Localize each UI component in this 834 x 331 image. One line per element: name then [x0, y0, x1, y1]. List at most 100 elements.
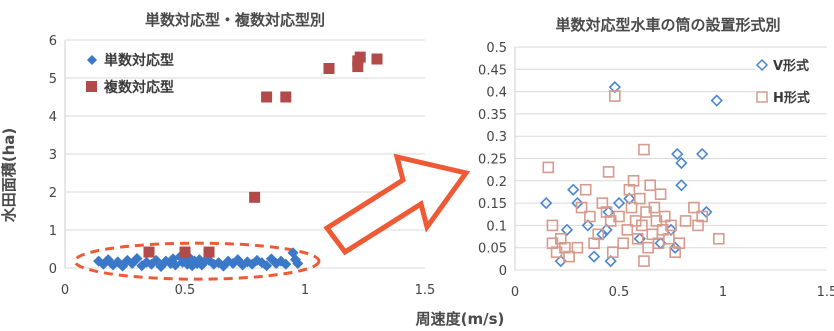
- right-square-point: [609, 90, 621, 102]
- right-y-tick-label: 0.05: [478, 242, 507, 257]
- right-diamond-point: [540, 196, 553, 210]
- right-diamond-point: [567, 183, 580, 196]
- right-square-point: [588, 237, 600, 250]
- right-diamond-point: [675, 156, 688, 170]
- right-square-point: [648, 201, 661, 214]
- right-y-tick-label: 0: [499, 264, 507, 279]
- left-x-tick-label: 0: [61, 283, 69, 298]
- right-diamond-point: [671, 147, 684, 161]
- right-square-point: [631, 232, 644, 245]
- right-y-tick-label: 0.4: [486, 86, 507, 101]
- right-diamond-point: [608, 81, 621, 94]
- right-square-point: [563, 250, 575, 263]
- right-diamond-point: [675, 179, 688, 192]
- left-y-tick-label: 5: [49, 72, 57, 87]
- left-y-tick-label: 4: [49, 110, 57, 125]
- left-diamond-point: [292, 257, 304, 269]
- legend-multi-marker: [86, 81, 97, 92]
- right-square-point: [602, 166, 615, 178]
- right-square-point: [638, 143, 650, 156]
- left-ellipse-layer: [73, 241, 321, 281]
- right-y-tick-label: 0.1: [486, 219, 507, 234]
- right-x-tick-label: 1.5: [817, 285, 834, 300]
- legend-v-marker: [755, 58, 769, 72]
- left-y-tick-label: 3: [49, 148, 57, 163]
- legend-h-marker: [756, 91, 768, 103]
- left-diamond-point: [280, 258, 292, 270]
- right-chart: 0 0.05 0.1 0.15 0.2 0.25 0.3 0.35 0.4 0.45 0.5 0 0.5…: [478, 16, 834, 300]
- right-x-tick-label: 0: [511, 285, 519, 300]
- right-square-point: [638, 255, 650, 267]
- left-diamond-point: [246, 258, 258, 270]
- left-square-point: [371, 53, 383, 65]
- right-y-tick-label: 0.2: [486, 175, 507, 190]
- right-square-point: [696, 210, 709, 223]
- left-y-tick-label: 1: [49, 224, 57, 239]
- right-square-point: [571, 241, 584, 254]
- left-square-point: [352, 61, 364, 73]
- left-x-tick-label: 1: [301, 283, 309, 298]
- right-square-point: [546, 219, 559, 232]
- left-diamond-point: [131, 253, 143, 264]
- right-square-point: [679, 215, 692, 227]
- right-x-tick-label: 1: [719, 285, 727, 300]
- right-square-point: [636, 219, 648, 232]
- legend-single-marker: [87, 55, 97, 65]
- right-square-point: [665, 219, 677, 232]
- left-diamond-point: [117, 260, 129, 272]
- right-diamond-point: [560, 223, 574, 236]
- right-square-point: [627, 175, 640, 187]
- right-y-tick-label: 0.3: [486, 130, 507, 145]
- legend-v-label: V形式: [773, 58, 809, 74]
- right-x-tick-label: 0.5: [609, 285, 630, 300]
- right-square-point: [673, 237, 686, 250]
- right-diamond-point: [587, 250, 601, 263]
- left-square-point: [354, 51, 366, 63]
- arrow-shape: [323, 153, 471, 256]
- left-y-tick-label: 0: [49, 262, 57, 277]
- legend-single-label: 単数対応型: [104, 52, 174, 69]
- highlight-ellipse: [73, 241, 321, 281]
- right-diamond-point: [710, 94, 723, 107]
- left-ticks: 0 1 2 3 4 5 6 0 0.5 1 1.5: [49, 34, 436, 298]
- left-square-point: [280, 91, 292, 103]
- right-square-point: [617, 237, 629, 250]
- right-square-point: [613, 210, 625, 223]
- right-diamond-point: [604, 254, 617, 268]
- right-square-point: [625, 201, 638, 214]
- right-square-point: [692, 219, 704, 232]
- right-square-point: [554, 232, 567, 245]
- right-diamond-point: [612, 196, 626, 210]
- left-y-axis-label: 水田面積(ha): [0, 128, 18, 223]
- left-square-point: [203, 246, 215, 258]
- left-chart-title: 単数対応型・複数対応型別: [145, 11, 325, 29]
- right-marks: [540, 81, 725, 268]
- right-square-point: [575, 201, 588, 214]
- right-y-tick-label: 0.45: [478, 63, 507, 78]
- right-square-point: [606, 246, 619, 258]
- right-diamond-point: [623, 192, 636, 205]
- right-square-point: [658, 210, 671, 223]
- right-square-point: [559, 241, 571, 254]
- legend-multi-label: 複数対応型: [103, 79, 174, 96]
- right-square-point: [621, 224, 634, 236]
- left-square-point: [143, 246, 155, 258]
- left-x-tick-label: 0.5: [175, 283, 196, 298]
- right-chart-title: 単数対応型水車の筒の設置形式別: [555, 16, 780, 34]
- left-diamond-point: [261, 260, 273, 272]
- left-legend: 単数対応型 複数対応型: [86, 52, 174, 96]
- left-square-point: [323, 63, 335, 74]
- right-y-tick-label: 0.15: [478, 197, 507, 212]
- left-square-point: [261, 91, 273, 103]
- right-square-point: [579, 183, 592, 196]
- right-square-point: [633, 192, 646, 205]
- right-diamond-point: [696, 147, 709, 161]
- right-y-tick-label: 0.25: [478, 153, 507, 168]
- right-square-point: [644, 179, 657, 192]
- right-ticks: 0 0.05 0.1 0.15 0.2 0.25 0.3 0.35 0.4 0.45 0.5 0 0.5…: [478, 41, 834, 300]
- right-diamond-point: [581, 219, 594, 232]
- right-diamond-point: [700, 205, 713, 219]
- right-legend: V形式 H形式: [755, 55, 829, 113]
- left-square-point: [249, 191, 261, 203]
